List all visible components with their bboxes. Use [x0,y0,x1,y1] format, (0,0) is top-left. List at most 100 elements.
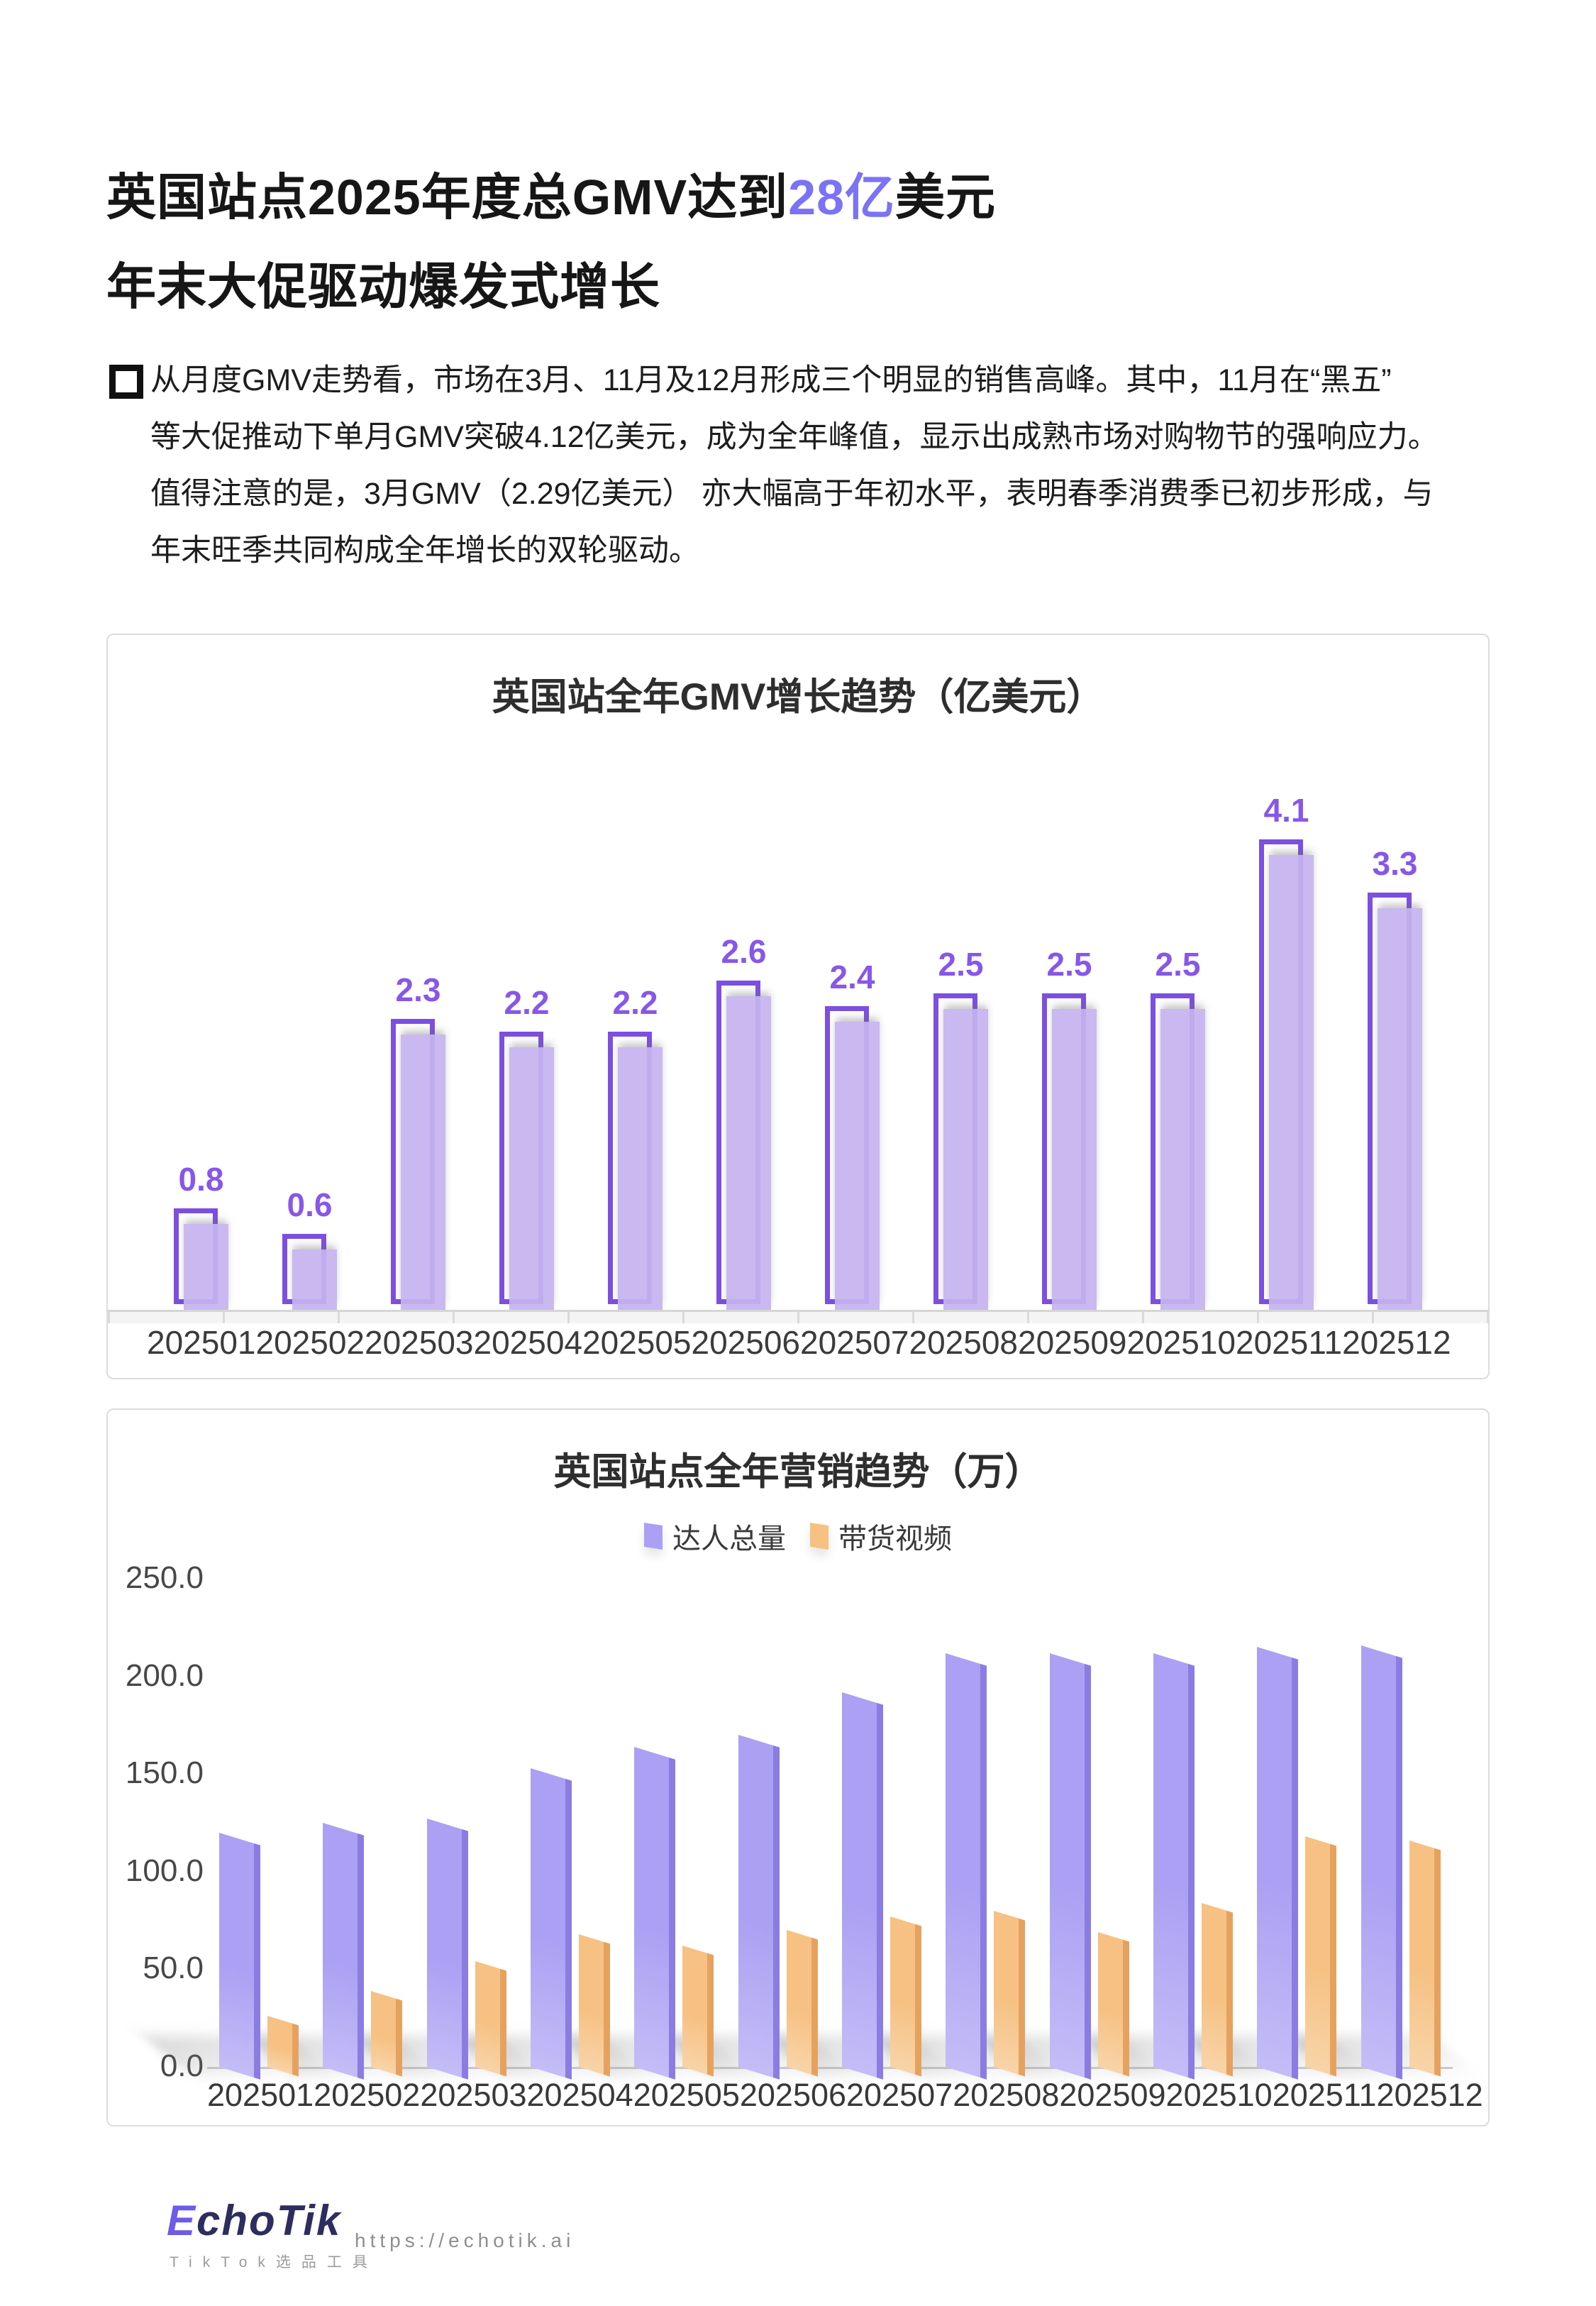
x-axis-label: 202505 [633,2077,740,2113]
chart2-month-group [869,1579,1063,2080]
x-axis-label: 202508 [909,1324,1019,1361]
chart2-y-axis-labels: 250.0 200.0 150.0 100.0 50.0 0.0 [125,1560,204,2083]
bar-value-label: 0.8 [178,1161,224,1198]
legend-swatch-purple-icon [644,1522,663,1550]
x-axis-label: 202501 [147,1324,256,1361]
title-text-suffix: 美元 [895,170,997,225]
logo-letter-e: E [167,2197,197,2244]
paragraph-line: 年末旺季共同构成全年增长的双轮驱动。 [150,534,699,568]
footer-url-link[interactable]: https://echotik.ai [355,2229,575,2251]
chart1-column: 2.3 [364,791,472,1310]
gmv-bar-fill [943,1009,988,1310]
page-title-line1: 英国站点2025年度总GMV达到28亿美元 [106,153,996,242]
y-axis-label: 200.0 [125,1658,204,1693]
gmv-bar-fill [292,1249,337,1310]
y-axis-label: 100.0 [125,1853,204,1888]
paragraph-line: 等大促推动下单月GMV突破4.12亿美元，成为全年峰值，显示出成熟市场对购物节的… [150,420,1439,454]
chart2-month-group [350,1579,543,2080]
creators-bar [323,1823,365,2080]
bar-value-label: 3.3 [1372,845,1418,882]
videos-bar [1409,1841,1441,2077]
chart1-column: 2.5 [1015,791,1124,1310]
chart2-title: 英国站点全年营销趋势（万） [553,1451,1043,1493]
creators-bar [426,1819,468,2080]
paragraph-line: 值得注意的是，3月GMV（2.29亿美元） 亦大幅高于年初水平，表明春季消费季已… [150,477,1434,511]
echotik-logo: EchoTik TikTok选品工具 [167,2196,378,2272]
chart2-plot-area [142,1579,1478,2080]
bar-value-label: 2.5 [1155,946,1201,983]
chart1-column: 2.5 [907,791,1015,1310]
creators-bar [634,1747,676,2080]
chart2-month-group [1076,1579,1270,2080]
chart2-month-group [142,1579,336,2080]
gmv-bar [1042,993,1097,1310]
bar-value-label: 2.6 [721,933,767,970]
gmv-bar [1368,893,1422,1310]
chart2-legend: 达人总量 带货视频 [108,1516,1488,1557]
x-axis-label: 202510 [1165,2077,1273,2113]
title-accent-value: 28亿 [788,170,896,225]
videos-bar [475,1961,506,2077]
x-axis-label: 202504 [526,2077,633,2113]
chart1-column: 4.1 [1232,791,1341,1310]
x-axis-label: 202512 [1342,1324,1451,1361]
chart2-month-group [1284,1579,1478,2080]
creators-bar [946,1653,987,2080]
bar-value-label: 0.6 [287,1186,333,1223]
gmv-bar [499,1032,554,1310]
x-axis-label: 202502 [314,2077,421,2113]
chart1-title: 英国站全年GMV增长趋势（亿美元） [492,676,1104,718]
x-axis-label: 202506 [691,1324,801,1361]
gmv-bar [608,1032,663,1310]
gmv-bar-fill [1052,1009,1097,1310]
chart2-month-group [972,1579,1166,2080]
gmv-bar-fill [184,1224,228,1310]
x-axis-label: 202512 [1376,2077,1483,2113]
y-axis-label: 50.0 [143,1951,204,1985]
paragraph-line: 从月度GMV走势看，市场在3月、11月及12月形成三个明显的销售高峰。其中，11… [150,363,1392,397]
chart1-column: 2.4 [798,791,907,1310]
chart1-column: 2.2 [581,791,689,1310]
chart1-column: 3.3 [1341,791,1449,1310]
gmv-bar-fill [509,1047,554,1310]
legend-label-creators: 达人总量 [672,1523,786,1555]
gmv-bar-fill [401,1035,445,1310]
gmv-bar [716,981,771,1310]
chart2-month-group [246,1579,440,2080]
x-axis-label: 202507 [800,1324,909,1361]
bar-value-label: 2.2 [612,984,658,1021]
x-axis-label: 202511 [1236,1324,1343,1361]
x-axis-label: 202509 [1018,1324,1127,1361]
bar-value-label: 2.4 [829,959,875,995]
videos-bar [267,2016,299,2077]
videos-bar [579,1934,611,2077]
creators-bar [1153,1653,1195,2080]
gmv-trend-card: 英国站全年GMV增长趋势（亿美元） 0.8 0.6 2.3 2.2 2.2 2.6 2.4 2… [106,634,1490,1379]
creators-bar [738,1735,780,2080]
creators-bar [531,1768,572,2080]
x-axis-label: 202502 [255,1324,365,1361]
chart1-x-axis-labels: 202501 202502 202503 202504 202505 202506 2025… [147,1323,1451,1362]
videos-bar [890,1916,922,2077]
legend-item-creators: 达人总量 [644,1516,786,1557]
gmv-bar [391,1019,445,1310]
logo-wordmark: EchoTik [167,2196,378,2245]
x-axis-label: 202506 [739,2077,847,2113]
legend-swatch-orange-icon [810,1522,829,1550]
square-bullet-icon [109,365,143,399]
creators-bar [1361,1645,1402,2080]
bar-value-label: 4.1 [1263,792,1309,829]
legend-item-videos: 带货视频 [810,1516,952,1557]
chart1-column: 2.5 [1124,791,1232,1310]
gmv-bar-fill [1269,855,1314,1310]
logo-rest: choTik [196,2197,342,2244]
bar-value-label: 2.2 [504,984,550,1021]
legend-label-videos: 带货视频 [838,1523,952,1555]
chart2-month-group [1180,1579,1374,2080]
chart1-column: 2.2 [472,791,581,1310]
videos-bar [994,1911,1026,2077]
bar-value-label: 2.5 [938,946,984,983]
chart2-month-group [661,1579,855,2080]
gmv-bar [282,1234,337,1310]
gmv-bar [1259,839,1314,1310]
